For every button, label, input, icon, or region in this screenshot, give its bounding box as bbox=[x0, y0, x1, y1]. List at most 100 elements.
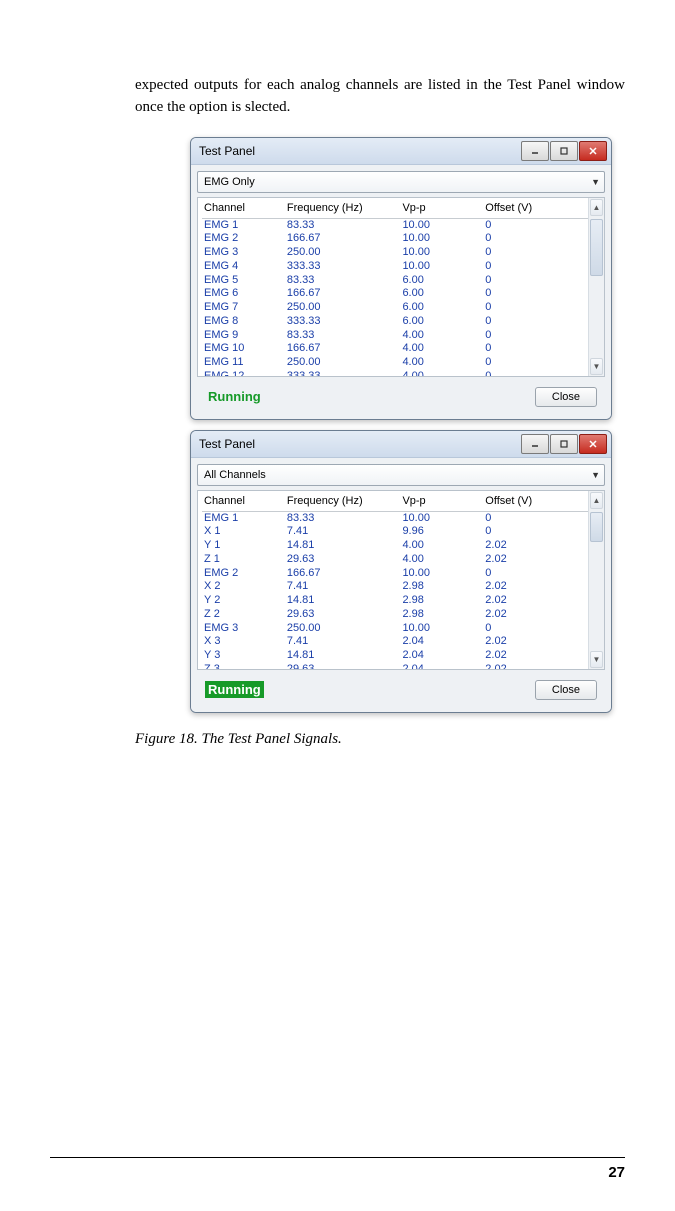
table-cell: EMG 3 bbox=[202, 622, 285, 636]
table-cell: EMG 12 bbox=[202, 370, 285, 376]
table-cell: 10.00 bbox=[400, 246, 483, 260]
table-cell: 250.00 bbox=[285, 622, 401, 636]
mode-dropdown[interactable]: All Channels ▼ bbox=[197, 464, 605, 486]
titlebar[interactable]: Test Panel bbox=[191, 138, 611, 165]
table-cell: 0 bbox=[483, 370, 588, 376]
scroll-thumb[interactable] bbox=[590, 219, 603, 276]
table-cell: 2.04 bbox=[400, 635, 483, 649]
scroll-down-arrow[interactable]: ▼ bbox=[590, 651, 603, 668]
test-panel-window-2: Test Panel All Channels ▼ bbox=[190, 430, 612, 713]
maximize-button[interactable] bbox=[550, 141, 578, 161]
document-page: expected outputs for each analog channel… bbox=[0, 0, 675, 1211]
table-cell: X 2 bbox=[202, 580, 285, 594]
scroll-track[interactable] bbox=[589, 510, 604, 650]
table-cell: EMG 1 bbox=[202, 511, 285, 525]
table-row: EMG 7250.006.000 bbox=[202, 301, 588, 315]
table-cell: 2.98 bbox=[400, 608, 483, 622]
table-cell: 0 bbox=[483, 511, 588, 525]
table-cell: EMG 3 bbox=[202, 246, 285, 260]
close-window-button[interactable] bbox=[579, 141, 607, 161]
table-cell: EMG 2 bbox=[202, 232, 285, 246]
scroll-up-arrow[interactable]: ▲ bbox=[590, 492, 603, 509]
column-header: Offset (V) bbox=[483, 493, 588, 512]
table-cell: 2.04 bbox=[400, 663, 483, 669]
table-cell: 29.63 bbox=[285, 663, 401, 669]
table-cell: 4.00 bbox=[400, 553, 483, 567]
table-cell: 166.67 bbox=[285, 232, 401, 246]
table-cell: 0 bbox=[483, 218, 588, 232]
figure-area: Test Panel EMG Only ▼ bbox=[135, 137, 625, 713]
column-header: Channel bbox=[202, 200, 285, 219]
table-cell: 0 bbox=[483, 525, 588, 539]
table-row: EMG 4333.3310.000 bbox=[202, 260, 588, 274]
table-content: ChannelFrequency (Hz)Vp-pOffset (V)EMG 1… bbox=[198, 491, 588, 669]
footer-bar: Running Close bbox=[197, 670, 605, 706]
table-container: ChannelFrequency (Hz)Vp-pOffset (V)EMG 1… bbox=[197, 197, 605, 377]
table-cell: 14.81 bbox=[285, 649, 401, 663]
client-area: All Channels ▼ ChannelFrequency (Hz)Vp-p… bbox=[191, 458, 611, 712]
table-cell: 333.33 bbox=[285, 315, 401, 329]
maximize-button[interactable] bbox=[550, 434, 578, 454]
table-cell: Y 2 bbox=[202, 594, 285, 608]
table-row: EMG 183.3310.000 bbox=[202, 218, 588, 232]
table-cell: 2.04 bbox=[400, 649, 483, 663]
page-footer: 27 bbox=[50, 1157, 625, 1181]
table-cell: 166.67 bbox=[285, 342, 401, 356]
table-cell: EMG 11 bbox=[202, 356, 285, 370]
table-cell: 0 bbox=[483, 329, 588, 343]
table-cell: 7.41 bbox=[285, 525, 401, 539]
table-row: Z 229.632.982.02 bbox=[202, 608, 588, 622]
table-row: X 17.419.960 bbox=[202, 525, 588, 539]
table-cell: 0 bbox=[483, 315, 588, 329]
titlebar[interactable]: Test Panel bbox=[191, 431, 611, 458]
minimize-button[interactable] bbox=[521, 434, 549, 454]
table-cell: 0 bbox=[483, 232, 588, 246]
table-row: Y 314.812.042.02 bbox=[202, 649, 588, 663]
table-cell: 10.00 bbox=[400, 260, 483, 274]
dropdown-value: All Channels bbox=[204, 469, 266, 481]
table-cell: 2.02 bbox=[483, 539, 588, 553]
table-cell: 166.67 bbox=[285, 567, 401, 581]
table-cell: 83.33 bbox=[285, 329, 401, 343]
table-cell: EMG 8 bbox=[202, 315, 285, 329]
scroll-up-arrow[interactable]: ▲ bbox=[590, 199, 603, 216]
scroll-down-arrow[interactable]: ▼ bbox=[590, 358, 603, 375]
scroll-thumb[interactable] bbox=[590, 512, 603, 542]
mode-dropdown[interactable]: EMG Only ▼ bbox=[197, 171, 605, 193]
close-button[interactable]: Close bbox=[535, 387, 597, 407]
table-cell: 83.33 bbox=[285, 511, 401, 525]
vertical-scrollbar[interactable]: ▲ ▼ bbox=[588, 198, 604, 376]
column-header: Channel bbox=[202, 493, 285, 512]
table-cell: 2.98 bbox=[400, 594, 483, 608]
table-cell: Z 1 bbox=[202, 553, 285, 567]
minimize-button[interactable] bbox=[521, 141, 549, 161]
close-window-button[interactable] bbox=[579, 434, 607, 454]
table-cell: 10.00 bbox=[400, 511, 483, 525]
table-cell: 9.96 bbox=[400, 525, 483, 539]
table-cell: 0 bbox=[483, 287, 588, 301]
table-row: EMG 11250.004.000 bbox=[202, 356, 588, 370]
table-cell: 0 bbox=[483, 342, 588, 356]
table-cell: 2.02 bbox=[483, 580, 588, 594]
table-row: EMG 10166.674.000 bbox=[202, 342, 588, 356]
close-button[interactable]: Close bbox=[535, 680, 597, 700]
vertical-scrollbar[interactable]: ▲ ▼ bbox=[588, 491, 604, 669]
table-cell: 2.02 bbox=[483, 553, 588, 567]
scroll-track[interactable] bbox=[589, 217, 604, 357]
table-row: EMG 12333.334.000 bbox=[202, 370, 588, 376]
window-buttons bbox=[520, 141, 607, 161]
table-cell: 4.00 bbox=[400, 342, 483, 356]
table-cell: EMG 2 bbox=[202, 567, 285, 581]
table-row: EMG 983.334.000 bbox=[202, 329, 588, 343]
table-row: Y 114.814.002.02 bbox=[202, 539, 588, 553]
table-cell: 250.00 bbox=[285, 356, 401, 370]
test-panel-window-1: Test Panel EMG Only ▼ bbox=[190, 137, 612, 420]
table-row: EMG 8333.336.000 bbox=[202, 315, 588, 329]
table-cell: 2.02 bbox=[483, 608, 588, 622]
table-row: Z 329.632.042.02 bbox=[202, 663, 588, 669]
chevron-down-icon: ▼ bbox=[591, 470, 600, 480]
table-row: X 27.412.982.02 bbox=[202, 580, 588, 594]
window-buttons bbox=[520, 434, 607, 454]
table-row: Y 214.812.982.02 bbox=[202, 594, 588, 608]
table-cell: X 3 bbox=[202, 635, 285, 649]
